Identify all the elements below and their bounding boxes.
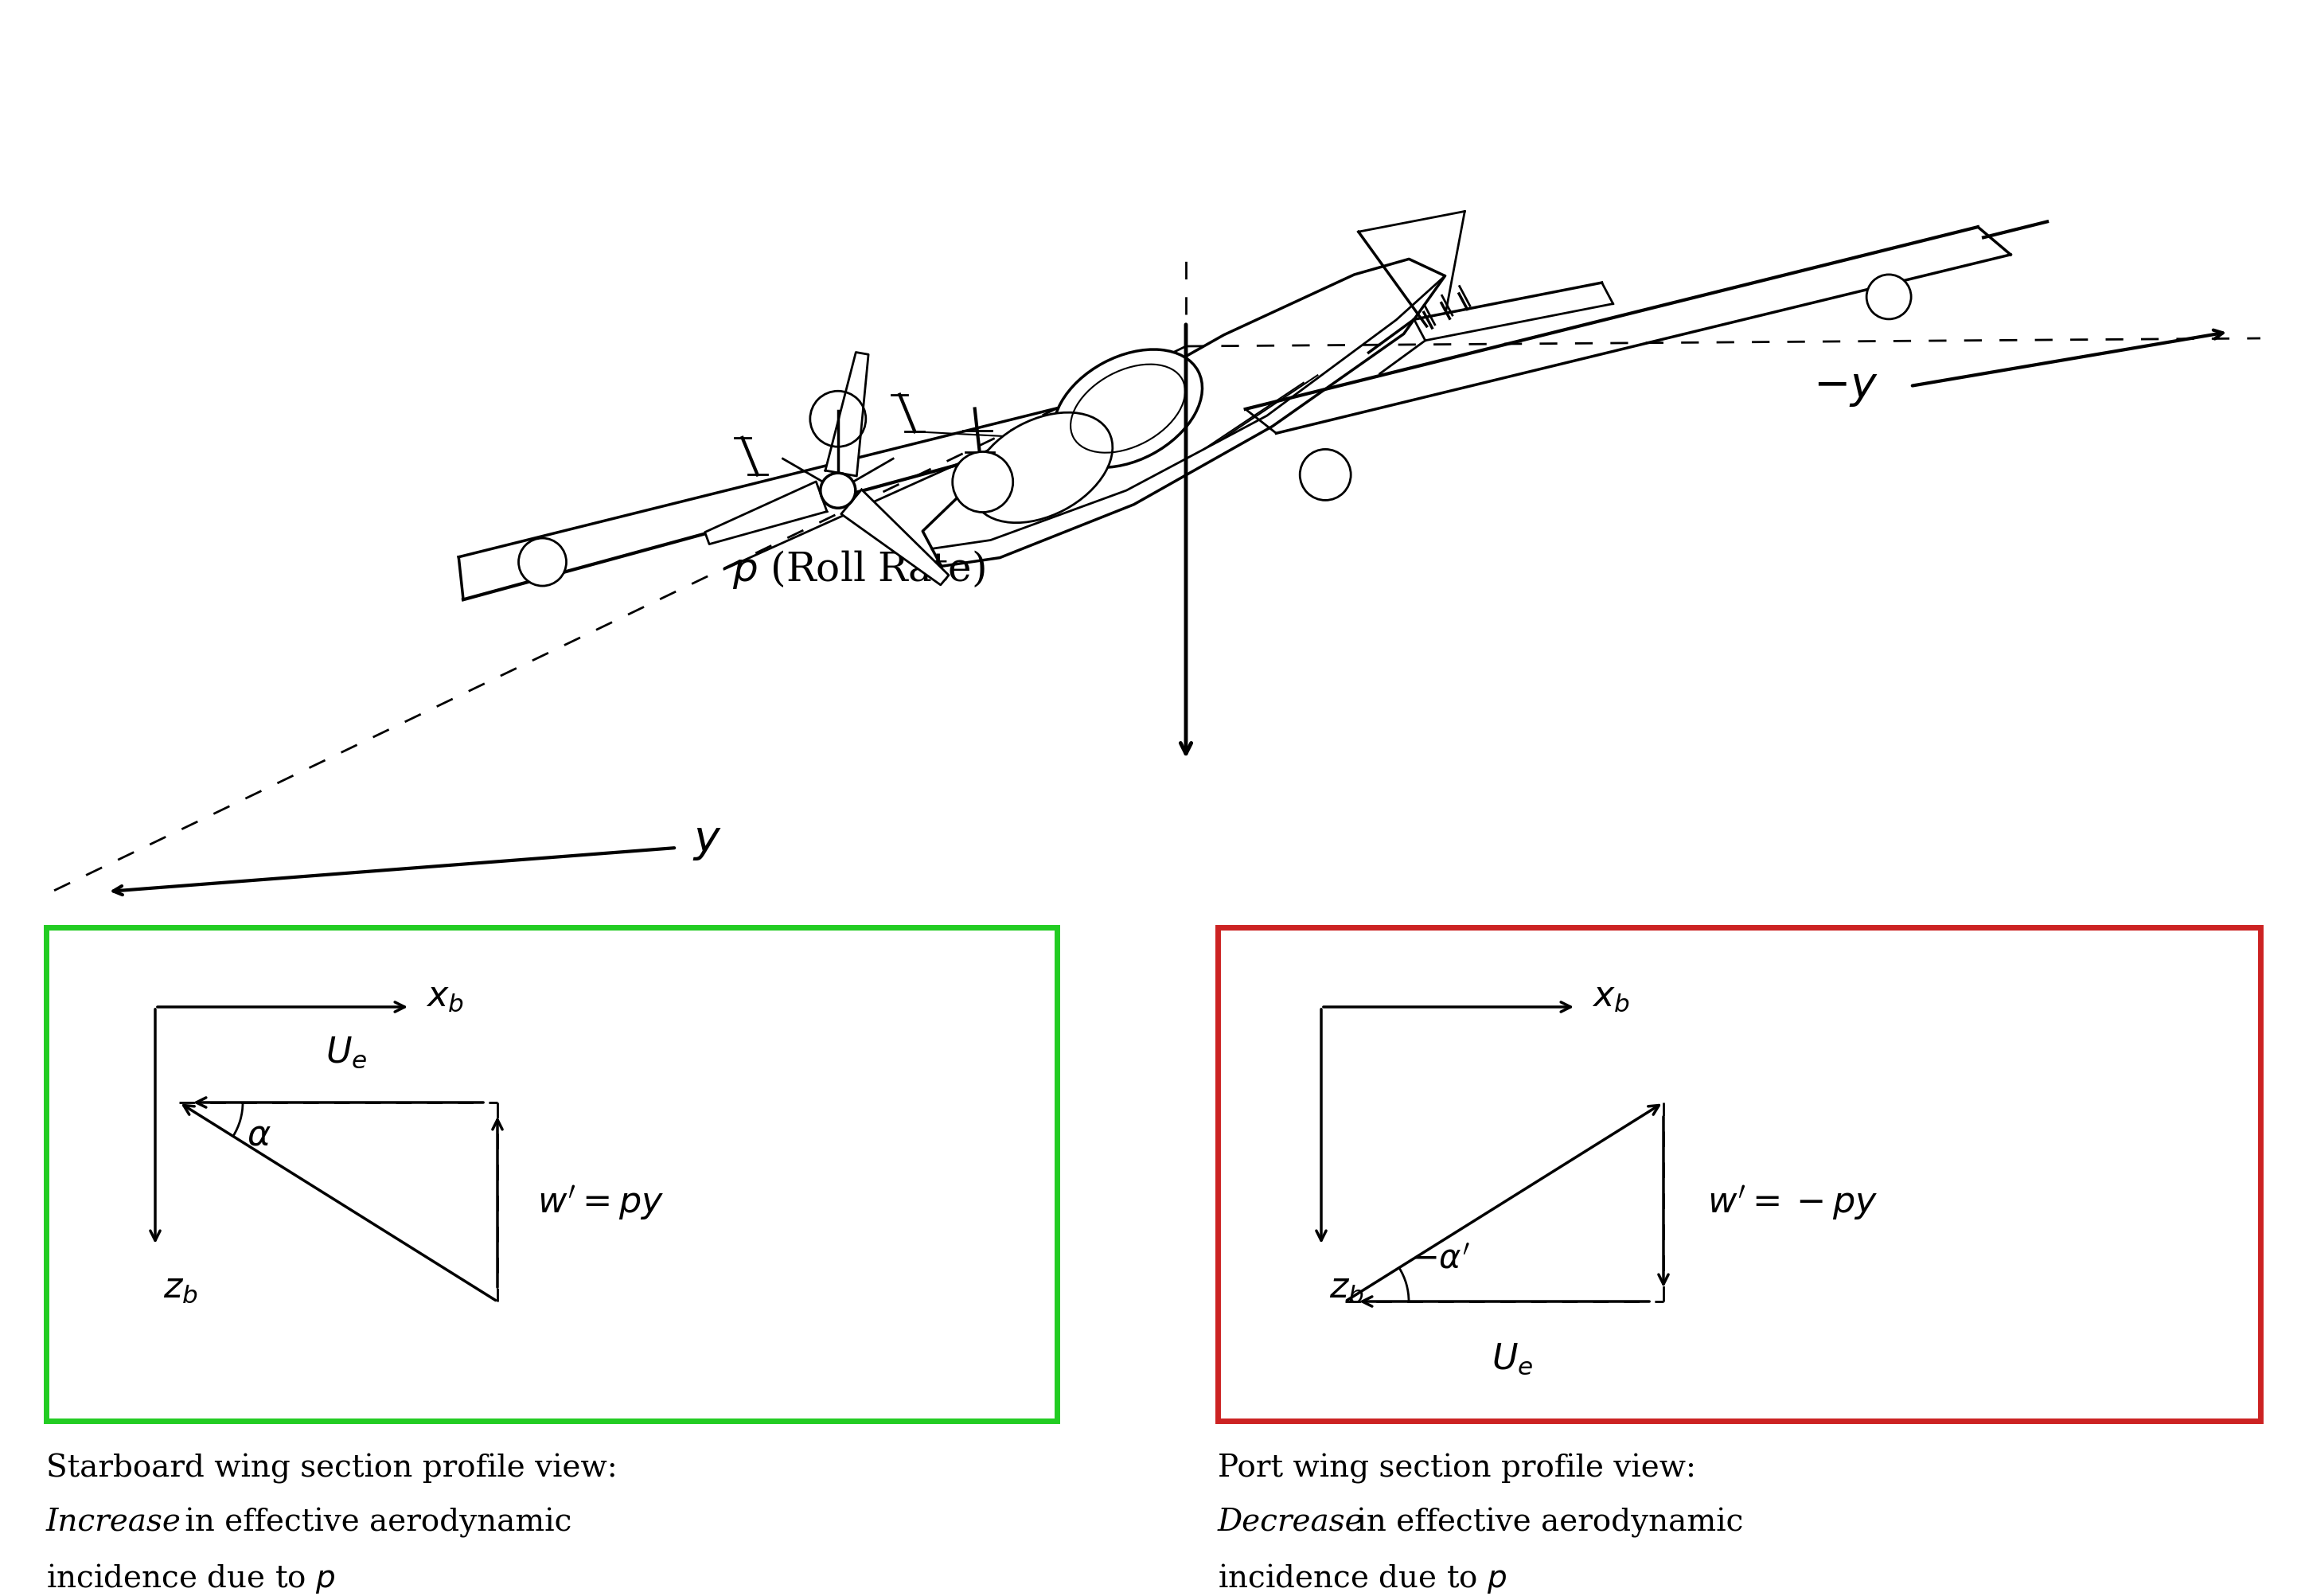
Ellipse shape bbox=[1054, 350, 1201, 468]
Bar bbox=[1217, 927, 2260, 1420]
Text: $x_b$: $x_b$ bbox=[1592, 978, 1629, 1012]
Bar bbox=[46, 927, 1056, 1420]
Text: $w' = -py$: $w' = -py$ bbox=[1707, 1183, 1878, 1221]
Text: $\alpha$: $\alpha$ bbox=[246, 1117, 272, 1152]
Circle shape bbox=[518, 539, 566, 586]
Text: $p$ (Roll Rate): $p$ (Roll Rate) bbox=[732, 549, 985, 591]
Text: in effective aerodynamic: in effective aerodynamic bbox=[175, 1507, 571, 1537]
Circle shape bbox=[821, 474, 856, 509]
Circle shape bbox=[953, 452, 1012, 512]
Text: Decrease: Decrease bbox=[1217, 1507, 1364, 1537]
Polygon shape bbox=[923, 260, 1445, 567]
Polygon shape bbox=[826, 353, 867, 477]
Text: $x_b$: $x_b$ bbox=[426, 978, 465, 1012]
Text: $-\alpha'$: $-\alpha'$ bbox=[1411, 1242, 1470, 1275]
Text: Port wing section profile view:: Port wing section profile view: bbox=[1217, 1452, 1696, 1483]
Text: $z_b$: $z_b$ bbox=[1330, 1270, 1364, 1304]
Text: $-y$: $-y$ bbox=[1813, 365, 1878, 409]
Text: $y$: $y$ bbox=[693, 819, 723, 862]
Text: incidence due to $p$: incidence due to $p$ bbox=[1217, 1561, 1507, 1594]
Text: incidence due to $p$: incidence due to $p$ bbox=[46, 1561, 336, 1594]
Circle shape bbox=[1866, 275, 1912, 319]
Text: in effective aerodynamic: in effective aerodynamic bbox=[1346, 1507, 1744, 1537]
Text: $w' = py$: $w' = py$ bbox=[536, 1183, 665, 1221]
Circle shape bbox=[1300, 450, 1351, 501]
Text: $z_b$: $z_b$ bbox=[163, 1270, 198, 1304]
Text: Increase: Increase bbox=[46, 1507, 182, 1537]
Ellipse shape bbox=[971, 413, 1114, 523]
Polygon shape bbox=[842, 490, 948, 586]
Text: $U_e$: $U_e$ bbox=[324, 1034, 368, 1069]
Text: Starboard wing section profile view:: Starboard wing section profile view: bbox=[46, 1452, 617, 1483]
Polygon shape bbox=[704, 482, 826, 544]
Text: $U_e$: $U_e$ bbox=[1491, 1341, 1532, 1376]
